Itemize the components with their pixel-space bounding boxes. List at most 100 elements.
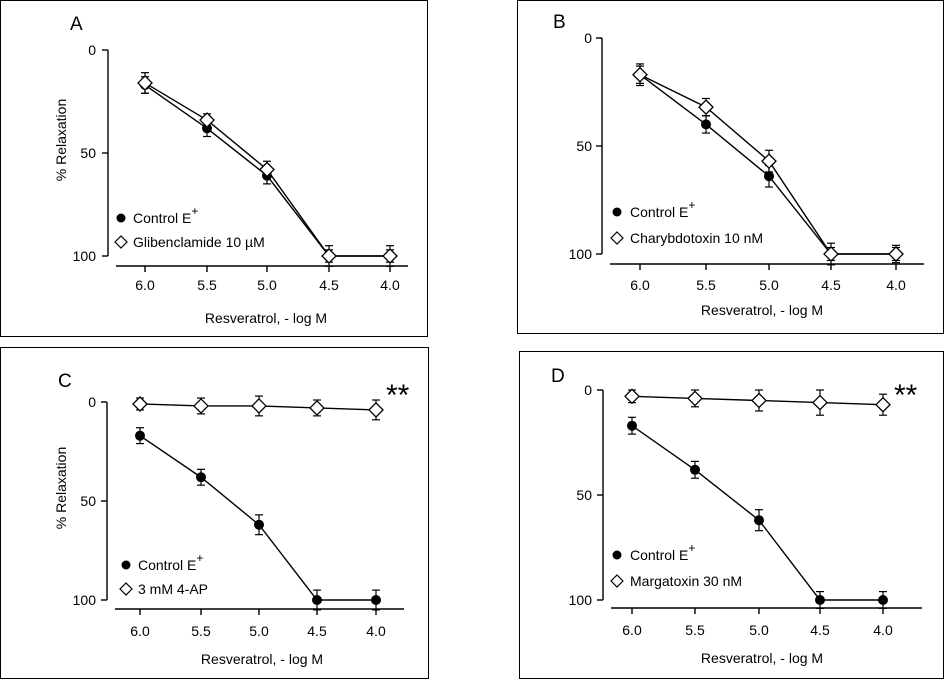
panel-d-x-tick-label: 6.0 <box>622 622 642 638</box>
panel-d-legend-control-label: Control E+ <box>630 541 695 563</box>
panel-c-series-1-point <box>193 398 209 414</box>
panel-b-plot: 0 50 100 6.0 5.5 5.0 4.5 4.0 <box>569 30 924 293</box>
panel-b-letter: B <box>553 12 566 33</box>
panel-a-x-tick-label: 4.5 <box>319 277 339 293</box>
panel-b-x-tick-label: 6.0 <box>630 277 650 293</box>
panel-d-y-tick-label: 0 <box>584 382 592 398</box>
panel-c-x-tick-label: 5.0 <box>249 623 269 639</box>
panel-c-legend-4ap-marker <box>119 582 133 596</box>
panel-c-x-tick-label: 4.5 <box>307 623 327 639</box>
panel-d-legend-margatoxin-label: Margatoxin 30 nM <box>630 573 742 589</box>
panel-c-legend: Control E+ 3 mM 4-AP <box>119 551 208 597</box>
panel-d-series-0-point <box>815 595 825 605</box>
panel-a-x-tick-label: 5.5 <box>197 277 217 293</box>
panel-c-series-0-line <box>139 435 376 601</box>
panel-b-series-1-point <box>632 66 648 83</box>
panel-a-x-tick-label: 6.0 <box>135 277 155 293</box>
panel-d-series-0-point <box>627 420 637 431</box>
panel-d-series-1-point <box>687 390 703 407</box>
panel-c-legend-control-marker <box>121 560 131 570</box>
panel-a-legend-control-marker <box>116 213 126 223</box>
panel-b-legend-control-label: Control E+ <box>630 198 695 220</box>
panel-b-legend-charybdotoxin-label: Charybdotoxin 10 nM <box>630 230 763 246</box>
panel-c-x-tick-label: 6.0 <box>130 623 150 639</box>
panel-d-series-1-point <box>812 394 828 411</box>
panel-c-legend-control-label: Control E+ <box>138 551 203 573</box>
panel-d-letter: D <box>551 366 565 387</box>
panel-d-plot: 0 50 100 6.0 5.5 5.0 4.5 4.0 <box>569 382 922 638</box>
panel-c-series-0-point <box>371 595 381 605</box>
panel-c-ylabel: % Relaxation <box>53 447 69 530</box>
panel-d-legend-margatoxin-marker <box>610 574 624 588</box>
panel-a: A % Relaxation 0 50 100 6.0 5.5 5.0 4.5 4.0 Con… <box>0 0 428 337</box>
panel-a-series-1-point <box>382 248 398 264</box>
panel-c-series-1-point <box>309 400 325 416</box>
panel-c-x-tick-label: 5.5 <box>191 623 211 639</box>
panel-b: B 0 50 100 6.0 5.5 5.0 4.5 4.0 Control E+ Chary… <box>517 0 944 334</box>
panel-d-y-tick-label: 100 <box>569 592 593 608</box>
panel-b-x-tick-label: 4.5 <box>821 277 841 293</box>
panel-b-series-1-point <box>761 153 777 170</box>
panel-c-series-1-point <box>132 396 148 412</box>
panel-d-significance: ** <box>894 379 918 412</box>
panel-d-x-tick-label: 4.5 <box>810 622 830 638</box>
panel-b-series-1-point <box>698 99 714 116</box>
panel-a-series-1-point <box>259 161 275 178</box>
panel-c-significance: ** <box>386 379 410 412</box>
panel-a-letter: A <box>70 14 83 35</box>
panel-a-legend-glibenclamide-marker <box>114 235 128 249</box>
panel-a-border <box>0 0 428 337</box>
panel-d-legend-control-marker <box>612 550 622 560</box>
panel-c-plot: 0 50 100 6.0 5.5 5.0 4.5 4.0 <box>73 394 404 639</box>
panel-d-xlabel: Resveratrol, - log M <box>701 650 823 666</box>
panel-c-series-0-point <box>135 430 145 441</box>
panel-d-x-tick-label: 5.5 <box>685 622 705 638</box>
panel-d-x-tick-label: 4.0 <box>873 622 893 638</box>
panel-d-y-tick-label: 50 <box>576 487 592 503</box>
panel-b-legend-charybdotoxin-marker <box>610 231 624 245</box>
panel-d-series-1-point <box>875 396 891 413</box>
panel-d: D 0 50 100 6.0 5.5 5.0 4.5 4.0 ** Control E+ Ma… <box>519 351 944 679</box>
panel-c-xlabel: Resveratrol, - log M <box>201 651 323 667</box>
panel-c-y-tick-label: 0 <box>88 394 96 410</box>
panel-a-series-1-point <box>321 248 337 264</box>
panel-b-x-tick-label: 5.0 <box>759 277 779 293</box>
panel-b-y-tick-label: 50 <box>576 138 592 154</box>
panel-a-plot: 0 50 100 6.0 5.5 5.0 4.5 4.0 <box>73 42 408 293</box>
panel-a-ylabel: % Relaxation <box>53 99 69 182</box>
panel-a-series-1-point <box>137 75 153 91</box>
panel-d-series-1-point <box>751 392 767 409</box>
panel-b-x-tick-label: 5.5 <box>696 277 716 293</box>
panel-d-series-0-point <box>690 464 700 475</box>
panel-a-series-1-point <box>199 112 215 128</box>
panel-a-y-tick-label: 100 <box>73 248 97 264</box>
panel-d-legend: Control E+ Margatoxin 30 nM <box>610 541 742 589</box>
panel-b-xlabel: Resveratrol, - log M <box>701 302 823 318</box>
panel-c-series-0-point <box>254 519 264 530</box>
panel-b-series-0-point <box>701 119 711 130</box>
panel-a-x-tick-label: 5.0 <box>257 277 277 293</box>
panel-b-legend: Control E+ Charybdotoxin 10 nM <box>610 198 763 246</box>
panel-c-letter: C <box>58 371 72 392</box>
panel-b-legend-control-marker <box>612 207 622 217</box>
panel-b-series-0-point <box>764 171 774 182</box>
panel-a-y-tick-label: 0 <box>88 42 96 58</box>
panel-c-x-tick-label: 4.0 <box>366 623 386 639</box>
panel-c-series-1-point <box>368 402 384 418</box>
panel-b-series-1-point <box>823 246 839 262</box>
panel-b-border <box>517 0 944 334</box>
panel-d-series-0-point <box>878 595 888 605</box>
panel-c-y-tick-label: 50 <box>80 493 96 509</box>
panel-d-series-0-point <box>754 515 764 526</box>
panel-b-y-tick-label: 100 <box>569 246 593 262</box>
panel-b-series-1-point <box>888 246 904 262</box>
panel-c-y-tick-label: 100 <box>73 592 97 608</box>
panel-d-x-tick-label: 5.0 <box>749 622 769 638</box>
panel-a-legend-control-label: Control E+ <box>133 204 198 226</box>
panel-a-series-0-point <box>202 123 212 134</box>
panel-a-legend-glibenclamide-label: Glibenclamide 10 µM <box>133 234 265 250</box>
panel-c-series-0-point <box>196 472 206 483</box>
panel-b-x-tick-label: 4.0 <box>886 277 906 293</box>
